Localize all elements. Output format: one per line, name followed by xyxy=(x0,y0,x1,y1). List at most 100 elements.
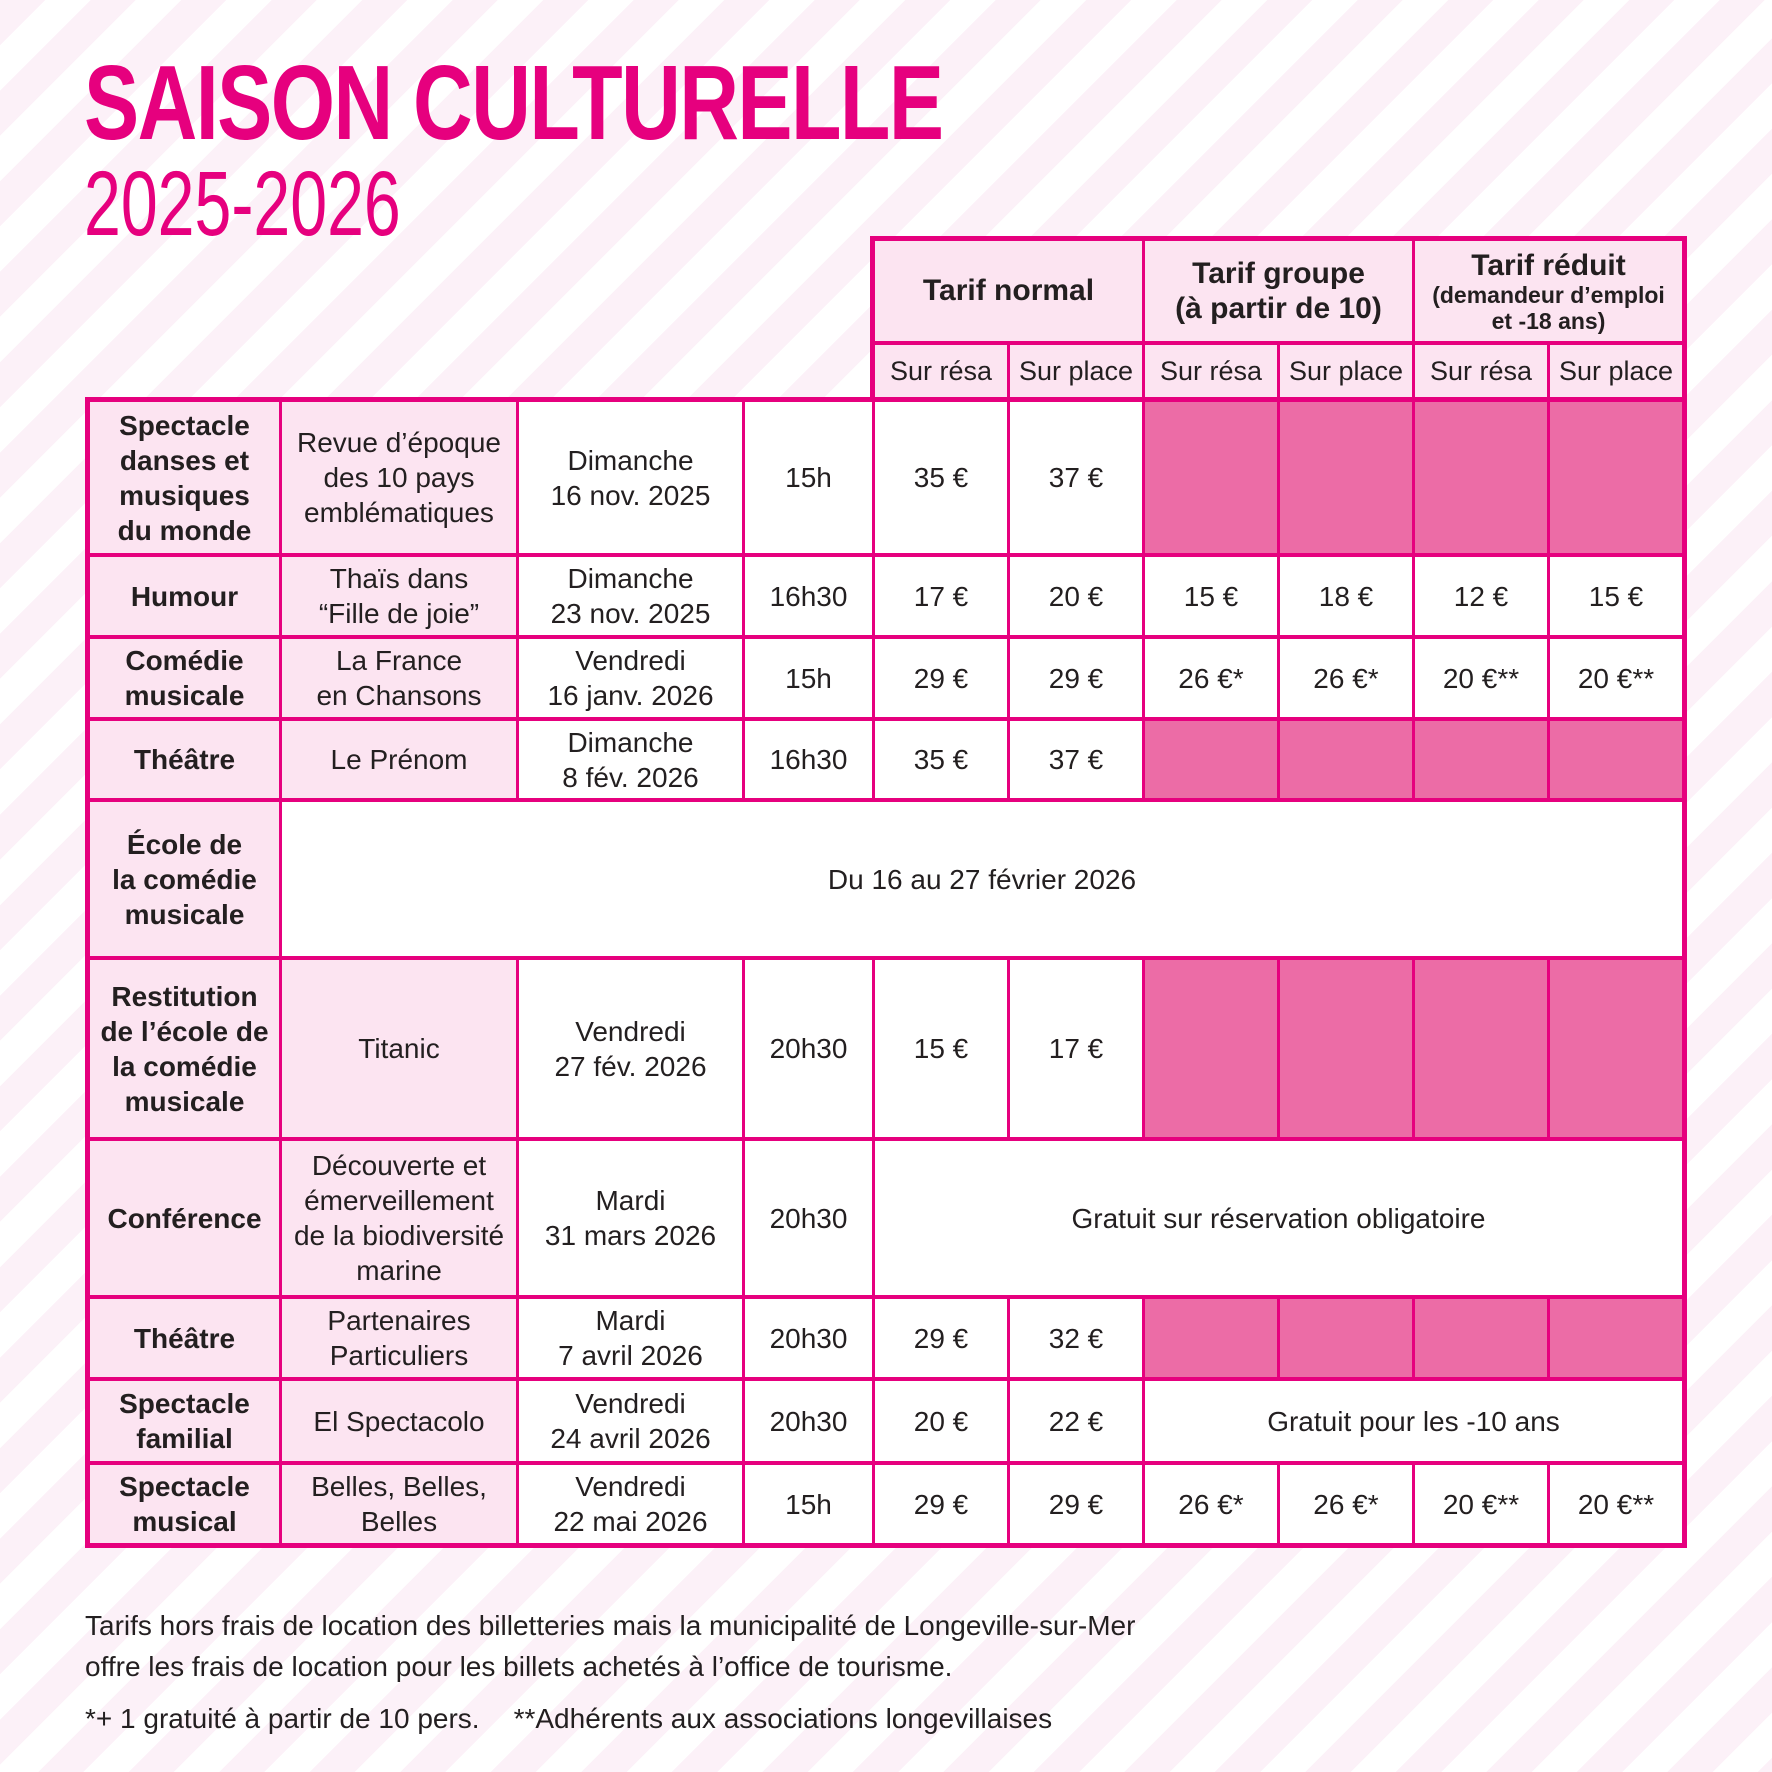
blocked-cell xyxy=(1145,960,1277,1137)
price-cell: 15 € xyxy=(875,960,1007,1137)
blocked-cell xyxy=(1145,1299,1277,1377)
price-cell: 17 € xyxy=(1010,960,1142,1137)
price-cell: 12 € xyxy=(1415,557,1547,635)
tarif-normal-label: Tarif normal xyxy=(922,274,1095,308)
subcolumn-sur-place: Sur place xyxy=(1010,345,1142,397)
time-cell: 20h30 xyxy=(745,960,872,1137)
tarif-groupe-sublabel: (à partir de 10) xyxy=(1175,292,1382,325)
tarif-groupe-header: Tarif groupe (à partir de 10) xyxy=(1145,241,1412,341)
price-cell: 20 € xyxy=(1010,557,1142,635)
time-cell: 15h xyxy=(745,639,872,717)
show-cell: Revue d’époque des 10 pays emblématiques xyxy=(282,402,516,553)
price-cell: 17 € xyxy=(875,557,1007,635)
show-cell: Thaïs dans “Fille de joie” xyxy=(282,557,516,635)
blocked-cell xyxy=(1280,402,1412,553)
show-cell: Titanic xyxy=(282,960,516,1137)
time-cell: 16h30 xyxy=(745,721,872,798)
category-cell: Spectacle musical xyxy=(90,1465,279,1543)
date-cell: Dimanche 8 fév. 2026 xyxy=(519,721,742,798)
show-cell: Partenaires Particuliers xyxy=(282,1299,516,1377)
show-cell: El Spectacolo xyxy=(282,1381,516,1461)
page-subtitle-text: 2025-2026 xyxy=(84,153,401,255)
category-cell: Spectacle danses et musiques du monde xyxy=(90,402,279,553)
blocked-cell xyxy=(1280,960,1412,1137)
price-cell: 18 € xyxy=(1280,557,1412,635)
price-cell: 20 €** xyxy=(1415,1465,1547,1543)
category-cell: Conférence xyxy=(90,1141,279,1295)
blocked-cell xyxy=(1550,960,1682,1137)
time-cell: 20h30 xyxy=(745,1299,872,1377)
subcolumn-sur-place: Sur place xyxy=(1550,345,1682,397)
blocked-cell xyxy=(1280,721,1412,798)
price-cell: 37 € xyxy=(1010,402,1142,553)
blocked-cell xyxy=(1415,960,1547,1137)
pricing-header: Tarif normal Tarif groupe (à partir de 1… xyxy=(870,236,1687,397)
pricing-table: Spectacle danses et musiques du monde Re… xyxy=(85,397,1687,1548)
tarif-reduit-sublabel: (demandeur d’emploi et -18 ans) xyxy=(1432,281,1665,334)
note-cell: Du 16 au 27 février 2026 xyxy=(282,802,1682,956)
price-cell: 20 € xyxy=(875,1381,1007,1461)
price-cell: 26 €* xyxy=(1280,639,1412,717)
blocked-cell xyxy=(1550,721,1682,798)
blocked-cell xyxy=(1280,1299,1412,1377)
note-cell: Gratuit sur réservation obligatoire xyxy=(875,1141,1682,1295)
price-cell: 15 € xyxy=(1550,557,1682,635)
time-cell: 15h xyxy=(745,402,872,553)
members-note: **Adhérents aux associations longevillai… xyxy=(513,1703,1053,1735)
price-cell: 35 € xyxy=(875,721,1007,798)
tariff-note: Tarifs hors frais de location des billet… xyxy=(85,1610,1136,1682)
show-cell: La France en Chansons xyxy=(282,639,516,717)
page-subtitle: 2025-2026 xyxy=(84,158,524,250)
blocked-cell xyxy=(1415,1299,1547,1377)
price-cell: 20 €** xyxy=(1550,639,1682,717)
blocked-cell xyxy=(1415,402,1547,553)
category-cell: Théâtre xyxy=(90,721,279,798)
time-cell: 20h30 xyxy=(745,1141,872,1295)
page-title: SAISON CULTURELLE xyxy=(84,50,1185,156)
footer: Tarifs hors frais de location des billet… xyxy=(85,1606,1135,1740)
price-cell: 29 € xyxy=(875,1465,1007,1543)
category-cell: Spectacle familial xyxy=(90,1381,279,1461)
price-cell: 29 € xyxy=(875,639,1007,717)
price-cell: 20 €** xyxy=(1550,1465,1682,1543)
price-cell: 37 € xyxy=(1010,721,1142,798)
subcolumn-sur-resa: Sur résa xyxy=(1415,345,1547,397)
price-cell: 26 €* xyxy=(1280,1465,1412,1543)
asterisk-notes: *+ 1 gratuité à partir de 10 pers. **Adhé… xyxy=(85,1699,1135,1740)
time-cell: 16h30 xyxy=(745,557,872,635)
blocked-cell xyxy=(1415,721,1547,798)
show-cell: Le Prénom xyxy=(282,721,516,798)
price-cell: 32 € xyxy=(1010,1299,1142,1377)
category-cell: Humour xyxy=(90,557,279,635)
subcolumn-sur-place: Sur place xyxy=(1280,345,1412,397)
blocked-cell xyxy=(1145,402,1277,553)
price-cell: 26 €* xyxy=(1145,1465,1277,1543)
blocked-cell xyxy=(1550,1299,1682,1377)
date-cell: Dimanche 23 nov. 2025 xyxy=(519,557,742,635)
date-cell: Vendredi 22 mai 2026 xyxy=(519,1465,742,1543)
price-cell: 20 €** xyxy=(1415,639,1547,717)
date-cell: Vendredi 24 avril 2026 xyxy=(519,1381,742,1461)
category-cell: Théâtre xyxy=(90,1299,279,1377)
time-cell: 15h xyxy=(745,1465,872,1543)
tarif-groupe-label: Tarif groupe xyxy=(1192,256,1365,290)
tarif-normal-header: Tarif normal xyxy=(875,241,1142,341)
note-cell: Gratuit pour les -10 ans xyxy=(1145,1381,1682,1461)
price-cell: 29 € xyxy=(1010,1465,1142,1543)
show-cell: Découverte et émerveillement de la biodi… xyxy=(282,1141,516,1295)
price-cell: 29 € xyxy=(1010,639,1142,717)
price-cell: 22 € xyxy=(1010,1381,1142,1461)
subcolumn-sur-resa: Sur résa xyxy=(1145,345,1277,397)
price-cell: 15 € xyxy=(1145,557,1277,635)
show-cell: Belles, Belles, Belles xyxy=(282,1465,516,1543)
page-title-text: SAISON CULTURELLE xyxy=(84,44,944,162)
price-cell: 29 € xyxy=(875,1299,1007,1377)
date-cell: Vendredi 27 fév. 2026 xyxy=(519,960,742,1137)
blocked-cell xyxy=(1550,402,1682,553)
date-cell: Mardi 31 mars 2026 xyxy=(519,1141,742,1295)
category-cell: Restitution de l’école de la comédie mus… xyxy=(90,960,279,1137)
tarif-reduit-label: Tarif réduit xyxy=(1471,248,1626,282)
group-discount-note: *+ 1 gratuité à partir de 10 pers. xyxy=(85,1703,480,1735)
tarif-reduit-header: Tarif réduit (demandeur d’emploi et -18 … xyxy=(1415,241,1682,341)
